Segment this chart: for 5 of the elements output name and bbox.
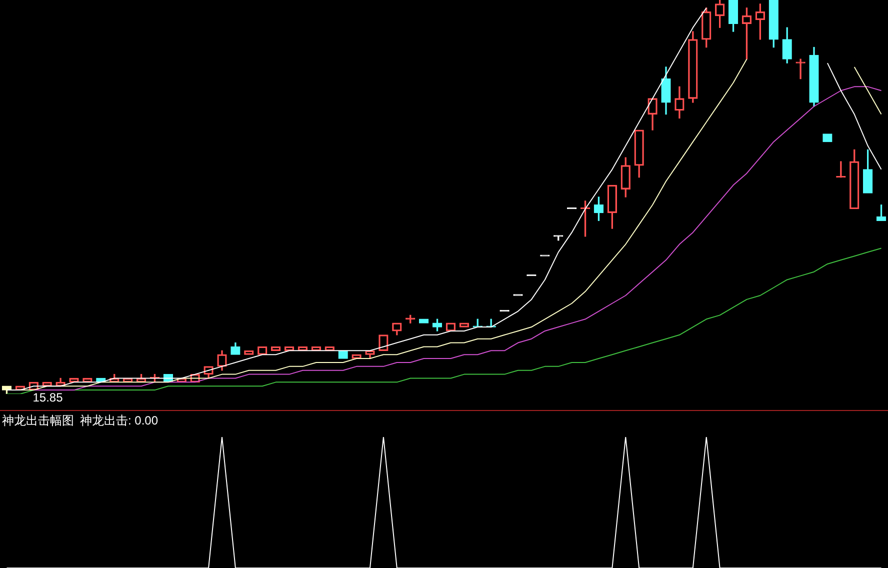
- candlestick: [418, 318, 429, 324]
- chart-title: 神龙出击幅图: [2, 413, 74, 428]
- text: 神龙出击: 0.00: [80, 413, 158, 428]
- candlestick: [661, 66, 671, 115]
- annotation: 15.85: [32, 390, 64, 404]
